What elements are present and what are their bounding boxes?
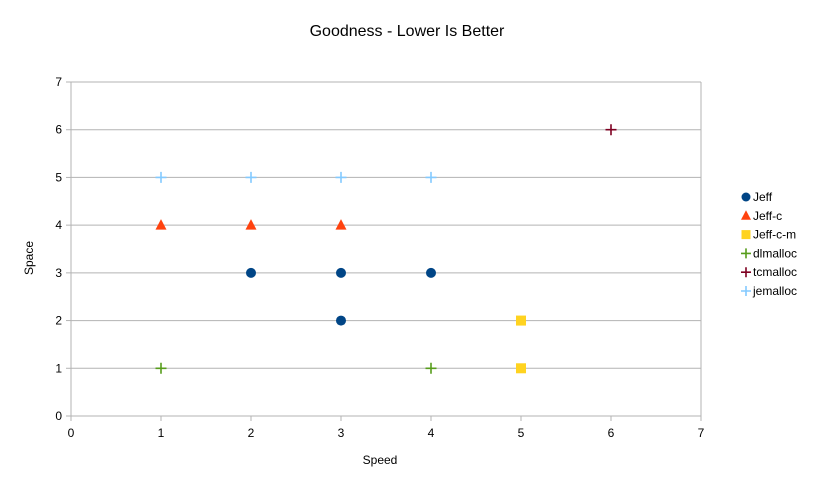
y-axis: 0 1 2 3 4 5 6 7	[55, 75, 71, 423]
y-tick-label: 7	[55, 75, 62, 89]
legend-marker	[741, 248, 751, 259]
legend-label: dlmalloc	[753, 246, 797, 260]
data-point	[425, 171, 437, 183]
data-point	[335, 171, 347, 183]
x-tick-label: 0	[68, 426, 75, 440]
y-tick-label: 2	[55, 314, 62, 328]
data-point	[245, 219, 257, 230]
x-tick-label: 5	[518, 426, 525, 440]
data-point	[155, 362, 167, 374]
legend: Jeff Jeff-c Jeff-c-m dlmalloc tcmalloc jemall…	[741, 190, 797, 298]
x-tick-label: 7	[698, 426, 705, 440]
data-point	[425, 362, 437, 374]
x-tick-label: 3	[338, 426, 345, 440]
grid	[71, 81, 701, 417]
chart-title: Goodness - Lower Is Better	[310, 23, 505, 40]
data-point	[336, 267, 346, 278]
x-tick-label: 1	[158, 426, 165, 440]
legend-label: jemalloc	[752, 284, 797, 298]
data-point	[336, 315, 346, 326]
y-axis-title: Space	[22, 241, 36, 275]
x-tick-label: 6	[608, 426, 615, 440]
data-point	[516, 315, 526, 326]
data-points	[155, 124, 617, 374]
x-axis-title: Speed	[363, 453, 398, 467]
data-point	[155, 219, 167, 230]
y-tick-label: 4	[55, 218, 62, 232]
x-axis: 0 1 2 3 4 5 6 7	[68, 416, 705, 440]
data-point	[245, 171, 257, 183]
legend-marker	[741, 267, 751, 278]
data-point	[516, 363, 526, 374]
legend-label: Jeff	[753, 190, 773, 204]
y-tick-label: 3	[55, 266, 62, 280]
y-tick-label: 5	[55, 170, 62, 184]
data-point	[605, 124, 617, 136]
legend-label: Jeff-c-m	[753, 228, 796, 242]
legend-marker	[741, 210, 751, 220]
x-tick-label: 2	[248, 426, 255, 440]
data-point	[155, 171, 167, 183]
legend-marker	[741, 230, 751, 240]
data-point	[246, 267, 256, 278]
legend-marker	[741, 286, 751, 296]
y-tick-label: 0	[55, 409, 62, 423]
y-tick-label: 6	[55, 123, 62, 137]
data-point	[426, 267, 436, 278]
legend-marker	[741, 192, 751, 202]
x-tick-label: 4	[428, 426, 435, 440]
legend-label: tcmalloc	[753, 265, 797, 279]
plot-area	[70, 82, 702, 416]
y-tick-label: 1	[55, 361, 62, 375]
legend-label: Jeff-c	[753, 209, 782, 223]
data-point	[335, 219, 347, 230]
